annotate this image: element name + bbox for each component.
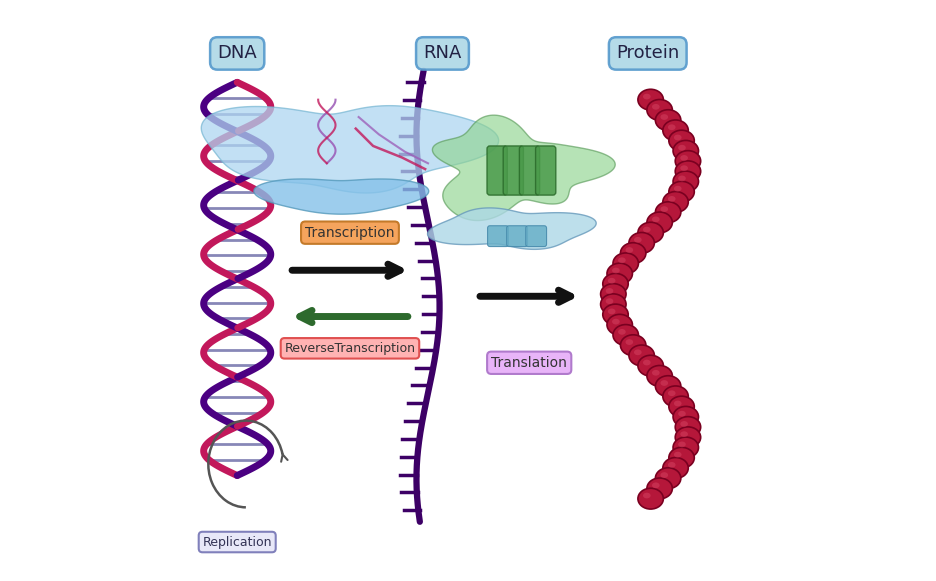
Ellipse shape bbox=[673, 135, 680, 141]
Ellipse shape bbox=[600, 284, 625, 304]
Ellipse shape bbox=[662, 120, 688, 141]
Ellipse shape bbox=[675, 161, 700, 182]
Ellipse shape bbox=[654, 468, 680, 489]
Ellipse shape bbox=[667, 462, 675, 468]
Ellipse shape bbox=[620, 335, 645, 356]
Ellipse shape bbox=[680, 155, 687, 161]
Ellipse shape bbox=[602, 304, 627, 325]
Ellipse shape bbox=[628, 232, 653, 253]
Polygon shape bbox=[427, 208, 595, 249]
Text: Translation: Translation bbox=[490, 356, 566, 370]
Text: ReverseTranscription: ReverseTranscription bbox=[285, 342, 415, 355]
FancyBboxPatch shape bbox=[506, 226, 527, 246]
Ellipse shape bbox=[654, 376, 680, 397]
Ellipse shape bbox=[642, 360, 650, 365]
Ellipse shape bbox=[651, 217, 659, 222]
Ellipse shape bbox=[678, 145, 685, 150]
Ellipse shape bbox=[660, 206, 667, 212]
Ellipse shape bbox=[625, 339, 633, 345]
FancyBboxPatch shape bbox=[535, 146, 555, 195]
Ellipse shape bbox=[607, 309, 615, 314]
Ellipse shape bbox=[611, 268, 619, 273]
Ellipse shape bbox=[675, 427, 700, 448]
Ellipse shape bbox=[678, 442, 685, 447]
Ellipse shape bbox=[672, 171, 697, 192]
Ellipse shape bbox=[654, 110, 680, 131]
Text: Replication: Replication bbox=[202, 536, 271, 548]
Ellipse shape bbox=[637, 488, 663, 509]
Ellipse shape bbox=[651, 370, 659, 376]
Ellipse shape bbox=[642, 227, 650, 232]
Ellipse shape bbox=[680, 166, 687, 171]
FancyBboxPatch shape bbox=[487, 226, 508, 246]
Ellipse shape bbox=[602, 274, 627, 294]
Ellipse shape bbox=[672, 407, 697, 427]
Ellipse shape bbox=[660, 380, 667, 386]
Ellipse shape bbox=[678, 175, 685, 181]
Ellipse shape bbox=[668, 447, 694, 468]
Ellipse shape bbox=[680, 421, 687, 427]
Text: Transcription: Transcription bbox=[305, 225, 394, 240]
Ellipse shape bbox=[662, 192, 688, 213]
Ellipse shape bbox=[637, 89, 663, 110]
Ellipse shape bbox=[651, 104, 659, 110]
Ellipse shape bbox=[672, 437, 697, 458]
Ellipse shape bbox=[668, 130, 694, 151]
Ellipse shape bbox=[607, 314, 632, 335]
FancyBboxPatch shape bbox=[487, 146, 506, 195]
Ellipse shape bbox=[607, 278, 615, 284]
Ellipse shape bbox=[625, 247, 633, 253]
Ellipse shape bbox=[605, 288, 613, 294]
Ellipse shape bbox=[600, 294, 625, 315]
Polygon shape bbox=[254, 179, 429, 214]
Ellipse shape bbox=[680, 431, 687, 437]
Ellipse shape bbox=[618, 329, 625, 335]
Ellipse shape bbox=[611, 319, 619, 324]
Ellipse shape bbox=[668, 396, 694, 417]
Ellipse shape bbox=[637, 355, 663, 376]
Ellipse shape bbox=[660, 472, 667, 478]
Ellipse shape bbox=[668, 181, 694, 202]
Ellipse shape bbox=[634, 349, 641, 355]
Ellipse shape bbox=[634, 237, 641, 243]
Ellipse shape bbox=[673, 452, 680, 457]
FancyBboxPatch shape bbox=[519, 146, 539, 195]
Ellipse shape bbox=[678, 411, 685, 417]
Ellipse shape bbox=[618, 257, 625, 263]
Ellipse shape bbox=[667, 196, 675, 202]
Text: RNA: RNA bbox=[423, 44, 461, 62]
Ellipse shape bbox=[642, 94, 650, 99]
Ellipse shape bbox=[673, 186, 680, 192]
Ellipse shape bbox=[651, 482, 659, 488]
Ellipse shape bbox=[620, 243, 645, 264]
Ellipse shape bbox=[672, 141, 697, 162]
FancyBboxPatch shape bbox=[503, 146, 523, 195]
Ellipse shape bbox=[646, 478, 672, 499]
Ellipse shape bbox=[675, 417, 700, 437]
Ellipse shape bbox=[675, 150, 700, 171]
Ellipse shape bbox=[646, 212, 672, 233]
Ellipse shape bbox=[660, 114, 667, 120]
Text: Protein: Protein bbox=[616, 44, 679, 62]
Ellipse shape bbox=[662, 386, 688, 407]
Ellipse shape bbox=[612, 253, 637, 274]
Ellipse shape bbox=[667, 390, 675, 396]
Ellipse shape bbox=[642, 493, 650, 498]
Ellipse shape bbox=[654, 202, 680, 223]
Ellipse shape bbox=[612, 325, 637, 345]
Ellipse shape bbox=[667, 124, 675, 130]
Text: DNA: DNA bbox=[217, 44, 256, 62]
Ellipse shape bbox=[646, 99, 672, 120]
Ellipse shape bbox=[673, 401, 680, 406]
Ellipse shape bbox=[646, 365, 672, 386]
FancyBboxPatch shape bbox=[525, 226, 546, 246]
Ellipse shape bbox=[662, 458, 688, 478]
Polygon shape bbox=[201, 106, 498, 193]
Ellipse shape bbox=[628, 345, 653, 366]
Ellipse shape bbox=[607, 263, 632, 284]
Polygon shape bbox=[431, 115, 615, 221]
Ellipse shape bbox=[637, 223, 663, 243]
Ellipse shape bbox=[605, 298, 613, 304]
